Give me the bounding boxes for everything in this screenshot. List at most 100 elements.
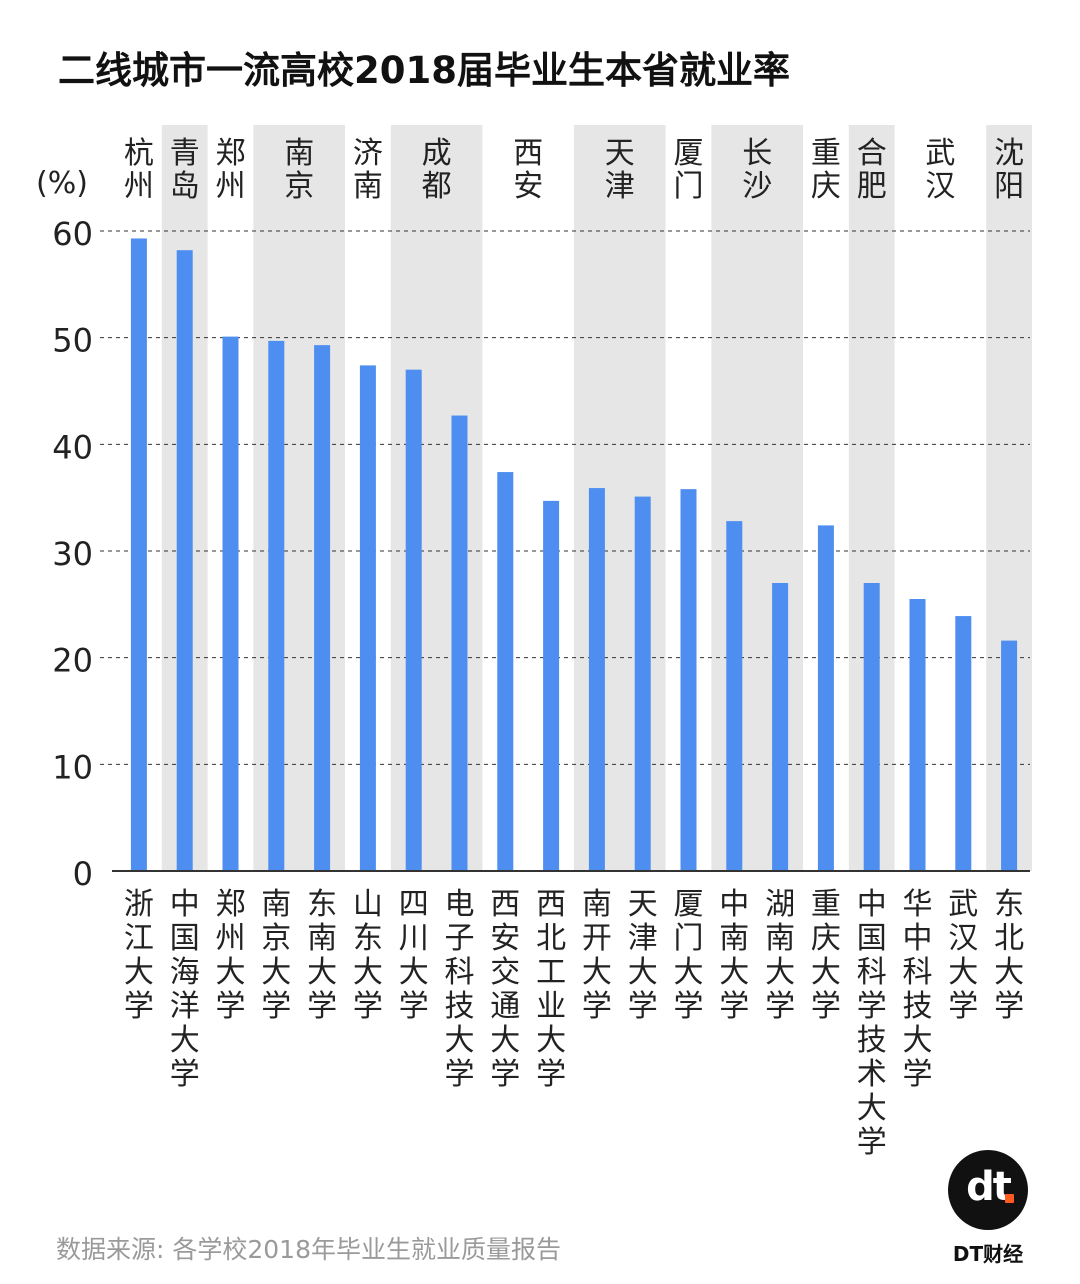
x-tick-label-17-char-7: 大 (857, 1091, 887, 1126)
y-tick-label-0: 0 (73, 855, 93, 893)
bar-9 (497, 472, 514, 871)
x-tick-label-7-char-4: 学 (399, 989, 429, 1024)
x-tick-label-11-char-3: 大 (582, 955, 612, 990)
x-tick-label-10-char-4: 业 (536, 989, 566, 1024)
bar-12 (634, 496, 651, 871)
x-tick-label-11-char-4: 学 (582, 989, 612, 1024)
city-label-5-char-1: 济 (353, 136, 383, 171)
x-tick-label-3-char-2: 州 (216, 921, 246, 956)
city-label-14-char-2: 阳 (994, 169, 1024, 204)
x-tick-label-10-char-3: 工 (536, 955, 566, 990)
x-tick-label-13-char-4: 学 (674, 989, 704, 1024)
bar-11 (588, 488, 605, 871)
x-tick-label-14-char-1: 中 (719, 887, 749, 922)
x-tick-label-8-char-4: 技 (445, 989, 475, 1024)
bar-17 (863, 583, 880, 871)
x-tick-label-18-char-5: 大 (903, 1023, 933, 1058)
x-tick-label-13-char-1: 厦 (674, 887, 704, 922)
x-tick-label-15-char-1: 湖 (765, 887, 795, 922)
bar-14 (726, 521, 743, 871)
city-band-6 (390, 125, 483, 871)
city-band-4 (253, 125, 345, 871)
x-tick-label-4-char-4: 学 (261, 989, 291, 1024)
unit-label: (%) (36, 166, 88, 201)
x-tick-label-2-char-2: 国 (170, 921, 200, 956)
x-tick-label-17-char-1: 中 (857, 887, 887, 922)
bar-8 (451, 415, 468, 871)
x-tick-label-11-char-1: 南 (582, 887, 612, 922)
city-label-3-char-1: 郑 (216, 136, 246, 171)
x-tick-label-13-char-2: 门 (674, 921, 704, 956)
city-label-4-char-1: 南 (284, 136, 314, 171)
x-tick-label-10-char-6: 学 (536, 1057, 566, 1092)
city-label-2-char-1: 青 (170, 136, 200, 171)
y-tick-labels: 0 10 20 30 40 50 60 (%) (36, 166, 93, 893)
bar-19 (955, 616, 972, 871)
bar-1 (130, 238, 147, 871)
bar-7 (405, 369, 422, 871)
city-label-7-char-2: 安 (513, 169, 543, 204)
x-tick-label-9-char-2: 安 (490, 921, 520, 956)
bar-5 (314, 345, 331, 872)
x-tick-label-6-char-4: 学 (353, 989, 383, 1024)
x-tick-label-20-char-2: 北 (994, 921, 1024, 956)
x-tick-label-17-char-5: 技 (857, 1023, 887, 1058)
x-tick-label-10-char-2: 北 (536, 921, 566, 956)
city-label-6-char-1: 成 (422, 136, 452, 171)
city-label-6-char-2: 都 (422, 169, 452, 204)
x-tick-label-15-char-2: 南 (765, 921, 795, 956)
bar-4 (268, 340, 285, 871)
x-tick-label-5-char-4: 学 (307, 989, 337, 1024)
x-tick-label-14-char-4: 学 (719, 989, 749, 1024)
city-label-5-char-2: 南 (353, 169, 383, 204)
brand-name: DT财经 (952, 1242, 1024, 1266)
city-label-13-char-2: 汉 (925, 169, 955, 204)
grid-lines (100, 230, 1030, 765)
x-tick-label-17-char-8: 学 (857, 1125, 887, 1160)
city-label-9-char-2: 门 (674, 169, 704, 204)
x-tick-label-15-char-3: 大 (765, 955, 795, 990)
x-tick-labels: 浙江大学中国海洋大学郑州大学南京大学东南大学山东大学四川大学电子科技大学西安交通… (124, 887, 1024, 1160)
y-tick-label-10: 10 (52, 748, 93, 786)
x-tick-label-5-char-2: 南 (307, 921, 337, 956)
bar-20 (1001, 640, 1018, 871)
x-tick-label-18-char-1: 华 (903, 887, 933, 922)
x-tick-label-13-char-3: 大 (674, 955, 704, 990)
x-tick-label-20-char-4: 学 (994, 989, 1024, 1024)
x-tick-label-1-char-2: 江 (124, 921, 154, 956)
x-tick-label-15-char-4: 学 (765, 989, 795, 1024)
x-tick-label-8-char-5: 大 (445, 1023, 475, 1058)
x-tick-label-17-char-2: 国 (857, 921, 887, 956)
x-tick-label-9-char-1: 西 (490, 887, 520, 922)
city-label-9-char-1: 厦 (674, 136, 704, 171)
logo-text: dt (966, 1164, 1012, 1210)
logo-dot (1005, 1194, 1014, 1203)
x-tick-label-2-char-5: 大 (170, 1023, 200, 1058)
x-tick-label-8-char-3: 科 (445, 955, 475, 990)
y-tick-label-60: 60 (52, 215, 93, 253)
city-label-11-char-1: 重 (811, 136, 841, 171)
x-tick-label-18-char-2: 中 (903, 921, 933, 956)
x-tick-label-4-char-3: 大 (261, 955, 291, 990)
x-tick-label-11-char-2: 开 (582, 921, 612, 956)
x-tick-label-19-char-2: 汉 (948, 921, 978, 956)
x-tick-label-8-char-6: 学 (445, 1057, 475, 1092)
x-tick-label-14-char-3: 大 (719, 955, 749, 990)
data-source: 数据来源: 各学校2018年毕业生就业质量报告 (56, 1235, 561, 1264)
x-tick-label-5-char-3: 大 (307, 955, 337, 990)
city-band-10 (711, 125, 803, 871)
x-tick-label-17-char-6: 术 (857, 1057, 887, 1092)
x-tick-label-6-char-1: 山 (353, 887, 383, 922)
city-label-14-char-1: 沈 (994, 136, 1024, 171)
x-tick-label-9-char-6: 学 (490, 1057, 520, 1092)
x-tick-label-12-char-4: 学 (628, 989, 658, 1024)
x-tick-label-1-char-3: 大 (124, 955, 154, 990)
bar-3 (222, 336, 239, 872)
x-tick-label-7-char-3: 大 (399, 955, 429, 990)
x-tick-label-4-char-1: 南 (261, 887, 291, 922)
x-tick-label-3-char-4: 学 (216, 989, 246, 1024)
chart-title: 二线城市一流高校2018届毕业生本省就业率 (58, 49, 790, 92)
x-tick-label-19-char-3: 大 (948, 955, 978, 990)
x-tick-label-3-char-3: 大 (216, 955, 246, 990)
